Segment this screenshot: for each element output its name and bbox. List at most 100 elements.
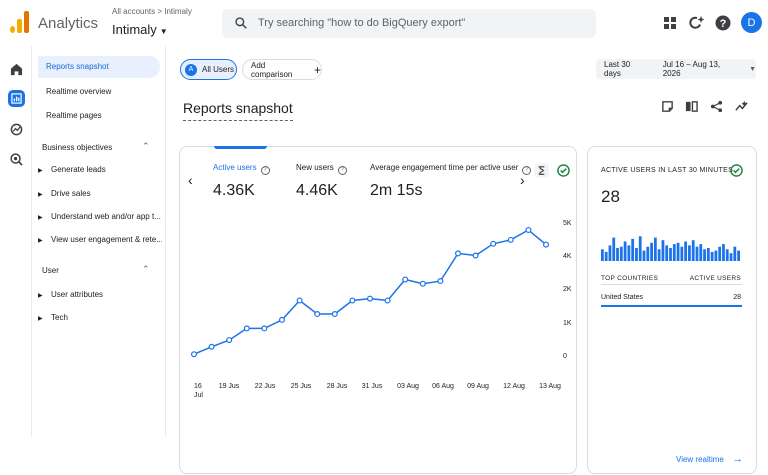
metric-avg-engagement[interactable]: Average engagement time per active user?… <box>370 163 532 200</box>
data-point <box>455 250 462 257</box>
add-comparison-button[interactable]: Add comparison + <box>242 59 322 80</box>
data-point <box>243 325 250 332</box>
date-range-picker[interactable]: Last 30 days Jul 16 – Aug 13, 2026 ▼ <box>596 59 756 79</box>
realtime-bar <box>710 251 714 261</box>
realtime-bar <box>657 249 661 261</box>
nav-sub-understand-traffic[interactable]: ▶ Understand web and/or app t... <box>38 212 161 221</box>
metric-value: 4.36K <box>213 182 255 199</box>
account-selector[interactable]: Intimaly ▼ <box>112 22 168 37</box>
nav-item-realtime-pages[interactable]: Realtime pages <box>46 111 102 120</box>
caret-down-icon: ▼ <box>749 65 756 73</box>
data-point <box>296 297 303 304</box>
y-tick-label: 5K <box>563 220 572 227</box>
realtime-bar <box>665 245 669 261</box>
page-title: Reports snapshot <box>183 100 293 121</box>
plus-icon: + <box>313 62 321 77</box>
nav-item-reports-snapshot[interactable]: Reports snapshot <box>38 56 160 78</box>
reports-nav: Reports snapshot Realtime overview Realt… <box>32 46 166 437</box>
nav-sub-generate-leads[interactable]: ▶ Generate leads <box>38 165 106 174</box>
realtime-bar <box>635 248 638 261</box>
share-icon[interactable] <box>710 100 723 113</box>
data-point <box>349 297 356 304</box>
data-point <box>191 351 198 358</box>
metric-active-users[interactable]: Active users? 4.36K <box>213 163 270 200</box>
realtime-bar <box>725 249 729 261</box>
data-point <box>437 278 444 285</box>
y-tick-label: 0 <box>563 353 567 360</box>
realtime-bar <box>627 245 631 261</box>
anomaly-icon[interactable] <box>534 163 549 178</box>
account-breadcrumb[interactable]: All accounts > Intimaly <box>112 7 192 16</box>
metric-label: Active users <box>213 163 257 172</box>
realtime-bar <box>619 246 623 261</box>
advertising-icon[interactable] <box>8 151 25 168</box>
realtime-bar <box>729 253 733 261</box>
search-bar[interactable]: Try searching "how to do BigQuery export… <box>222 9 596 38</box>
chevron-right-icon[interactable]: › <box>520 172 525 188</box>
insights-icon[interactable] <box>689 15 705 31</box>
avatar[interactable]: D <box>741 12 762 33</box>
realtime-bar <box>676 242 680 261</box>
help-icon[interactable]: ? <box>337 166 347 175</box>
realtime-bar <box>691 240 695 261</box>
comparison-chip-all-users[interactable]: A All Users <box>180 59 237 80</box>
help-icon[interactable]: ? <box>260 166 270 175</box>
help-icon[interactable]: ? <box>715 15 731 31</box>
analytics-logo-icon[interactable] <box>10 11 30 33</box>
realtime-bar <box>653 237 657 261</box>
insights-trend-icon[interactable] <box>735 100 748 113</box>
realtime-bar <box>733 246 737 261</box>
nav-sub-tech[interactable]: ▶ Tech <box>38 313 68 322</box>
help-icon[interactable]: ? <box>522 166 532 175</box>
x-tick-label: 22 Jus <box>255 383 276 390</box>
x-tick-label: 13 Aug <box>539 383 561 390</box>
realtime-bar <box>616 248 619 261</box>
view-realtime-link[interactable]: View realtime → <box>676 453 744 465</box>
chevron-up-icon[interactable]: ⌃ <box>142 141 150 151</box>
realtime-bar <box>669 248 672 261</box>
data-point <box>314 311 321 318</box>
chevron-up-icon[interactable]: ⌃ <box>142 264 150 274</box>
nav-section-user[interactable]: User <box>42 266 59 275</box>
realtime-bar <box>601 249 604 261</box>
explore-icon[interactable] <box>8 121 25 138</box>
divider <box>601 284 742 285</box>
metric-label: Average engagement time per active user <box>370 163 519 172</box>
data-point <box>490 240 497 247</box>
apps-grid-icon[interactable] <box>662 15 678 31</box>
nav-sub-user-attributes[interactable]: ▶ User attributes <box>38 290 104 299</box>
nav-sub-user-engagement[interactable]: ▶ View user engagement & rete... <box>38 235 162 244</box>
expand-arrow-icon: ▶ <box>38 192 43 198</box>
nav-section-business-objectives[interactable]: Business objectives <box>42 143 113 152</box>
realtime-bar <box>714 250 718 261</box>
data-point <box>331 311 338 318</box>
country-name: United States <box>601 294 644 301</box>
y-tick-label: 4K <box>563 253 572 260</box>
data-point <box>543 241 550 248</box>
data-point <box>261 325 268 332</box>
check-circle-icon <box>557 164 570 177</box>
y-tick-label: 1K <box>563 320 572 327</box>
compare-icon[interactable] <box>685 100 698 113</box>
data-point <box>507 236 514 243</box>
active-tab-indicator <box>214 146 267 149</box>
realtime-bar <box>680 246 684 261</box>
realtime-bar <box>722 244 725 261</box>
realtime-title: ACTIVE USERS IN LAST 30 MINUTES <box>601 167 734 174</box>
home-icon[interactable] <box>8 61 25 78</box>
expand-arrow-icon: ▶ <box>38 316 43 322</box>
data-point <box>472 252 479 259</box>
x-tick-label: 31 Jus <box>362 383 383 390</box>
metric-label: New users <box>296 163 334 172</box>
realtime-bar <box>718 246 722 261</box>
caret-down-icon: ▼ <box>159 27 168 36</box>
realtime-bar <box>646 246 650 261</box>
edit-note-icon[interactable] <box>661 100 674 113</box>
chevron-left-icon[interactable]: ‹ <box>188 172 193 188</box>
nav-sub-drive-sales[interactable]: ▶ Drive sales <box>38 189 91 198</box>
metric-new-users[interactable]: New users? 4.46K <box>296 163 347 200</box>
nav-item-realtime-overview[interactable]: Realtime overview <box>46 87 112 96</box>
reports-icon[interactable] <box>8 90 25 107</box>
active-users-line-chart: 5K 4K 2K 1K 0 16 Jul 19 Jus 22 Jus 25 Jus 28 Jus 31… <box>191 220 572 399</box>
realtime-bar <box>612 237 616 261</box>
